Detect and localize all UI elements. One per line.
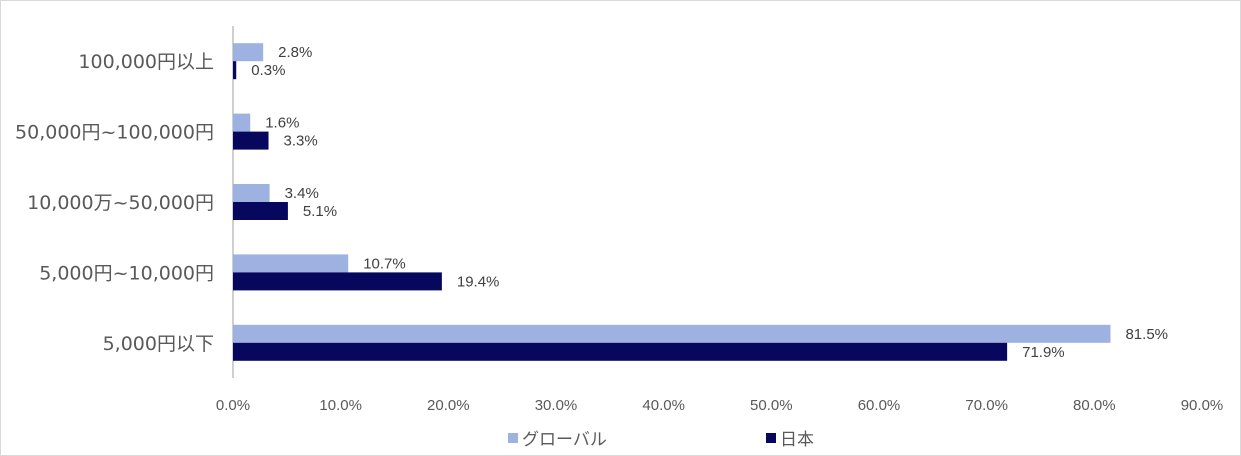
- bar-chart: 0.0% 10.0% 20.0% 30.0% 40.0% 50.0% 60.0% 70.0% 8…: [15, 26, 1224, 414]
- data-label-japan: 0.3%: [251, 62, 285, 79]
- x-tick-label: 80.0%: [1073, 397, 1116, 414]
- bar-global: [233, 184, 270, 202]
- bar-japan: [233, 272, 442, 291]
- category-label: 10,000万~50,000円: [27, 192, 214, 214]
- data-label-global: 10.7%: [363, 255, 406, 272]
- x-tick-label: 30.0%: [535, 397, 578, 414]
- bar-japan: [233, 131, 269, 150]
- bar-global: [233, 113, 251, 132]
- x-tick-label: 60.0%: [858, 397, 901, 414]
- bar-japan: [233, 61, 237, 80]
- data-label-japan: 71.9%: [1022, 344, 1065, 361]
- category-label: 100,000円以上: [78, 51, 214, 73]
- x-tick-label: 10.0%: [319, 397, 362, 414]
- bar-global: [233, 43, 264, 62]
- category-label: 5,000円以下: [103, 333, 214, 355]
- legend: グローバル 日本: [1, 425, 1240, 451]
- data-label-japan: 19.4%: [457, 273, 500, 290]
- x-tick-label: 40.0%: [642, 397, 685, 414]
- data-label-global: 2.8%: [278, 44, 312, 61]
- x-tick-label: 20.0%: [427, 397, 470, 414]
- legend-label-global: グローバル: [522, 430, 607, 450]
- category-label: 50,000円~100,000円: [15, 122, 214, 144]
- legend-item-global: グローバル: [508, 425, 607, 450]
- bar-japan: [233, 342, 1008, 361]
- x-tick-label: 70.0%: [965, 397, 1008, 414]
- legend-swatch-global: [508, 432, 518, 443]
- legend-item-japan: 日本: [766, 425, 814, 450]
- x-tick-label: 90.0%: [1181, 397, 1224, 414]
- data-label-japan: 3.3%: [284, 133, 318, 150]
- legend-swatch-japan: [766, 432, 776, 443]
- bar-global: [233, 324, 1111, 343]
- legend-label-japan: 日本: [780, 430, 814, 450]
- x-tick-label: 0.0%: [216, 397, 250, 414]
- bar-japan: [233, 202, 288, 220]
- data-label-japan: 5.1%: [303, 203, 337, 220]
- category-label: 5,000円~10,000円: [39, 262, 214, 284]
- data-label-global: 3.4%: [285, 185, 319, 202]
- x-tick-label: 50.0%: [750, 397, 793, 414]
- data-label-global: 1.6%: [265, 115, 299, 132]
- data-label-global: 81.5%: [1125, 326, 1168, 343]
- bar-global: [233, 254, 349, 273]
